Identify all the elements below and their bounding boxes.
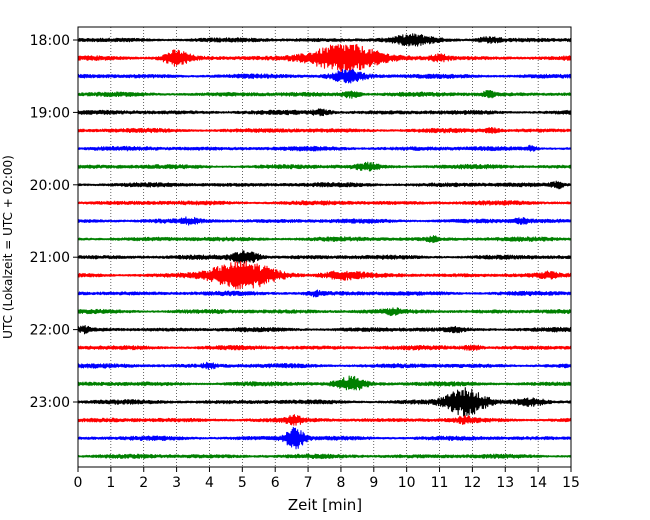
x-tick-label: 4	[205, 475, 214, 491]
trace-1900	[77, 108, 572, 117]
trace-2215	[77, 344, 572, 351]
x-tick-label: 0	[74, 475, 83, 491]
x-tick-label: 2	[139, 475, 148, 491]
trace-2015	[77, 200, 572, 206]
x-tick-label: 3	[172, 475, 181, 491]
trace-2000	[77, 180, 572, 190]
y-tick-label: 19:00	[30, 105, 70, 121]
y-axis-ticks: 18:00 19:00 20:00 21:00 22:00 23:00	[30, 33, 78, 411]
x-tick-label: 11	[431, 475, 449, 491]
trace-2100	[77, 250, 572, 264]
trace-1800	[77, 33, 572, 47]
trace-2300	[77, 387, 572, 417]
trace-2345	[77, 453, 572, 460]
trace-1845	[77, 90, 572, 99]
trace-2245	[77, 375, 572, 391]
x-tick-label: 7	[304, 475, 313, 491]
x-tick-label: 6	[271, 475, 280, 491]
x-tick-label: 12	[463, 475, 481, 491]
trace-2115	[77, 260, 572, 290]
y-tick-label: 18:00	[30, 33, 70, 49]
x-axis-ticks: 0 1 2 3 4 5 6 7 8 9 10 11 12 13 14 15	[74, 467, 580, 491]
trace-2230	[77, 361, 572, 370]
trace-2330	[77, 426, 572, 450]
trace-2145	[77, 307, 572, 317]
y-tick-label: 23:00	[30, 395, 70, 411]
x-axis-label: Zeit [min]	[288, 496, 362, 514]
trace-1930	[77, 144, 572, 152]
seismogram-traces	[77, 33, 572, 460]
x-tick-label: 14	[529, 475, 547, 491]
trace-2045	[77, 235, 572, 244]
plot-frame	[77, 26, 572, 468]
x-tick-label: 13	[496, 475, 514, 491]
trace-1815	[77, 43, 572, 73]
x-tick-label: 15	[562, 475, 580, 491]
x-tick-label: 1	[106, 475, 115, 491]
y-tick-label: 20:00	[30, 178, 70, 194]
trace-2030	[77, 216, 572, 226]
y-axis-label: UTC (Lokalzeit = UTC + 02:00)	[1, 155, 15, 339]
trace-2315	[77, 414, 572, 426]
trace-2200	[77, 325, 572, 335]
trace-1830	[77, 69, 572, 84]
trace-2130	[77, 289, 572, 298]
x-tick-label: 8	[336, 475, 345, 491]
trace-1945	[77, 161, 572, 172]
y-tick-label: 21:00	[30, 250, 70, 266]
x-tick-label: 5	[238, 475, 247, 491]
x-tick-label: 9	[369, 475, 378, 491]
y-tick-label: 22:00	[30, 323, 70, 339]
trace-1915	[77, 127, 572, 134]
x-tick-label: 10	[398, 475, 416, 491]
